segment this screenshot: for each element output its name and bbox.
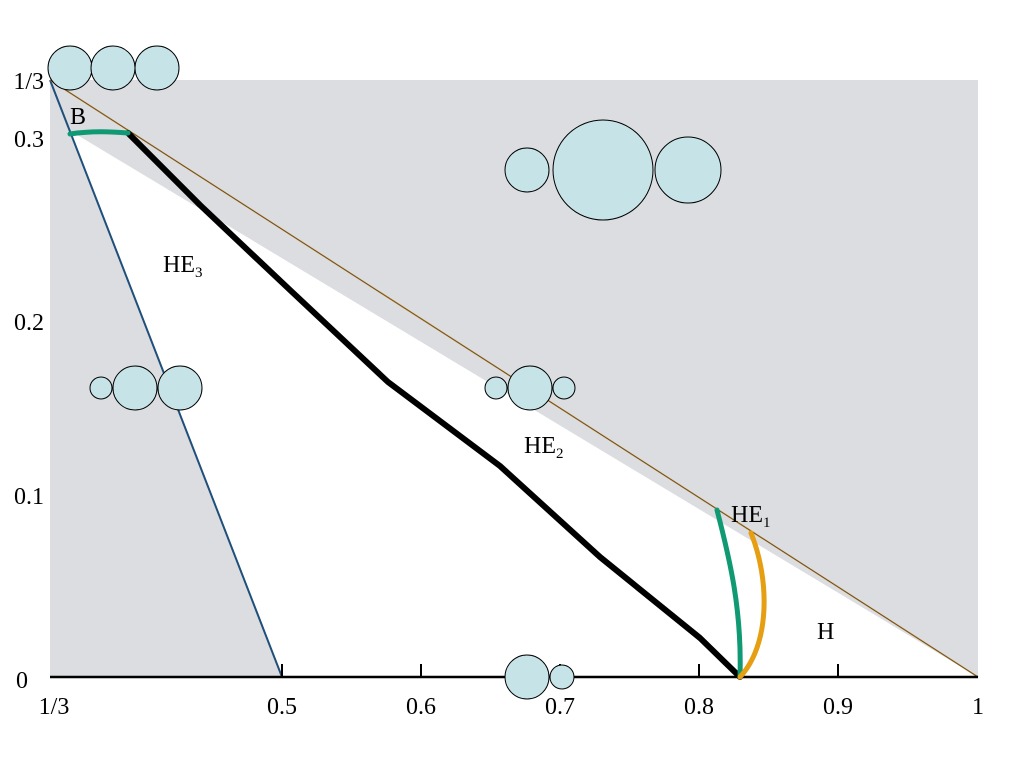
region-label-he1-main: HE (731, 502, 763, 528)
bubble-config-top-center (504, 119, 722, 221)
bubble-icon (549, 664, 575, 690)
region-label-h-main: H (817, 619, 834, 645)
bubble-icon (507, 365, 553, 411)
b-boundary-curve (67, 129, 131, 137)
bubble-icon (504, 654, 550, 700)
region-label-he2-sub: 2 (556, 446, 564, 462)
x-tick-label: 0.9 (823, 694, 853, 720)
bubble-icon (89, 376, 113, 400)
bubble-config-center (484, 365, 576, 411)
bubble-icon (552, 119, 654, 221)
region-label-he3-main: HE (163, 252, 195, 278)
x-tick-label: 0.7 (545, 694, 575, 720)
bubble-icon (654, 136, 722, 204)
bubble-config-bottom (504, 654, 575, 700)
bubble-icon (552, 376, 576, 400)
x-tick-label: 0.6 (406, 694, 436, 720)
region-label-b: B (70, 104, 86, 130)
he1-h-boundary-curve (737, 530, 767, 680)
x-tick-label: 0.5 (267, 694, 297, 720)
region-label-b-main: B (70, 104, 86, 130)
region-label-he2: HE2 (524, 433, 564, 462)
y-tick-label: 0 (16, 668, 28, 694)
y-tick-label: 1/3 (13, 69, 44, 95)
bubble-icon (112, 365, 158, 411)
x-tick-label: 0.8 (684, 694, 714, 720)
region-label-he1-sub: 1 (763, 515, 771, 531)
y-tick-label: 0.1 (14, 484, 44, 510)
region-label-he3-sub: 3 (195, 265, 203, 281)
region-label-h: H (817, 619, 834, 645)
x-tick-label: 1/3 (39, 694, 70, 720)
y-tick-label: 0.3 (14, 127, 44, 153)
he2-he1-boundary-curve (714, 507, 743, 680)
y-tick-label: 0.2 (14, 310, 44, 336)
region-label-he3: HE3 (163, 252, 203, 281)
bubble-config-left (89, 365, 203, 411)
region-label-he1: HE1 (731, 502, 771, 531)
region-label-he2-main: HE (524, 433, 556, 459)
bubble-icon (484, 376, 508, 400)
bubble-icon (47, 45, 93, 91)
bubble-icon (90, 45, 136, 91)
he3-he2-boundary-curve (125, 130, 743, 680)
bubble-icon (157, 365, 203, 411)
bubble-icon (134, 45, 180, 91)
bubble-icon (504, 147, 550, 193)
x-tick-label: 1 (972, 694, 984, 720)
bubble-config-top-left (47, 45, 180, 91)
